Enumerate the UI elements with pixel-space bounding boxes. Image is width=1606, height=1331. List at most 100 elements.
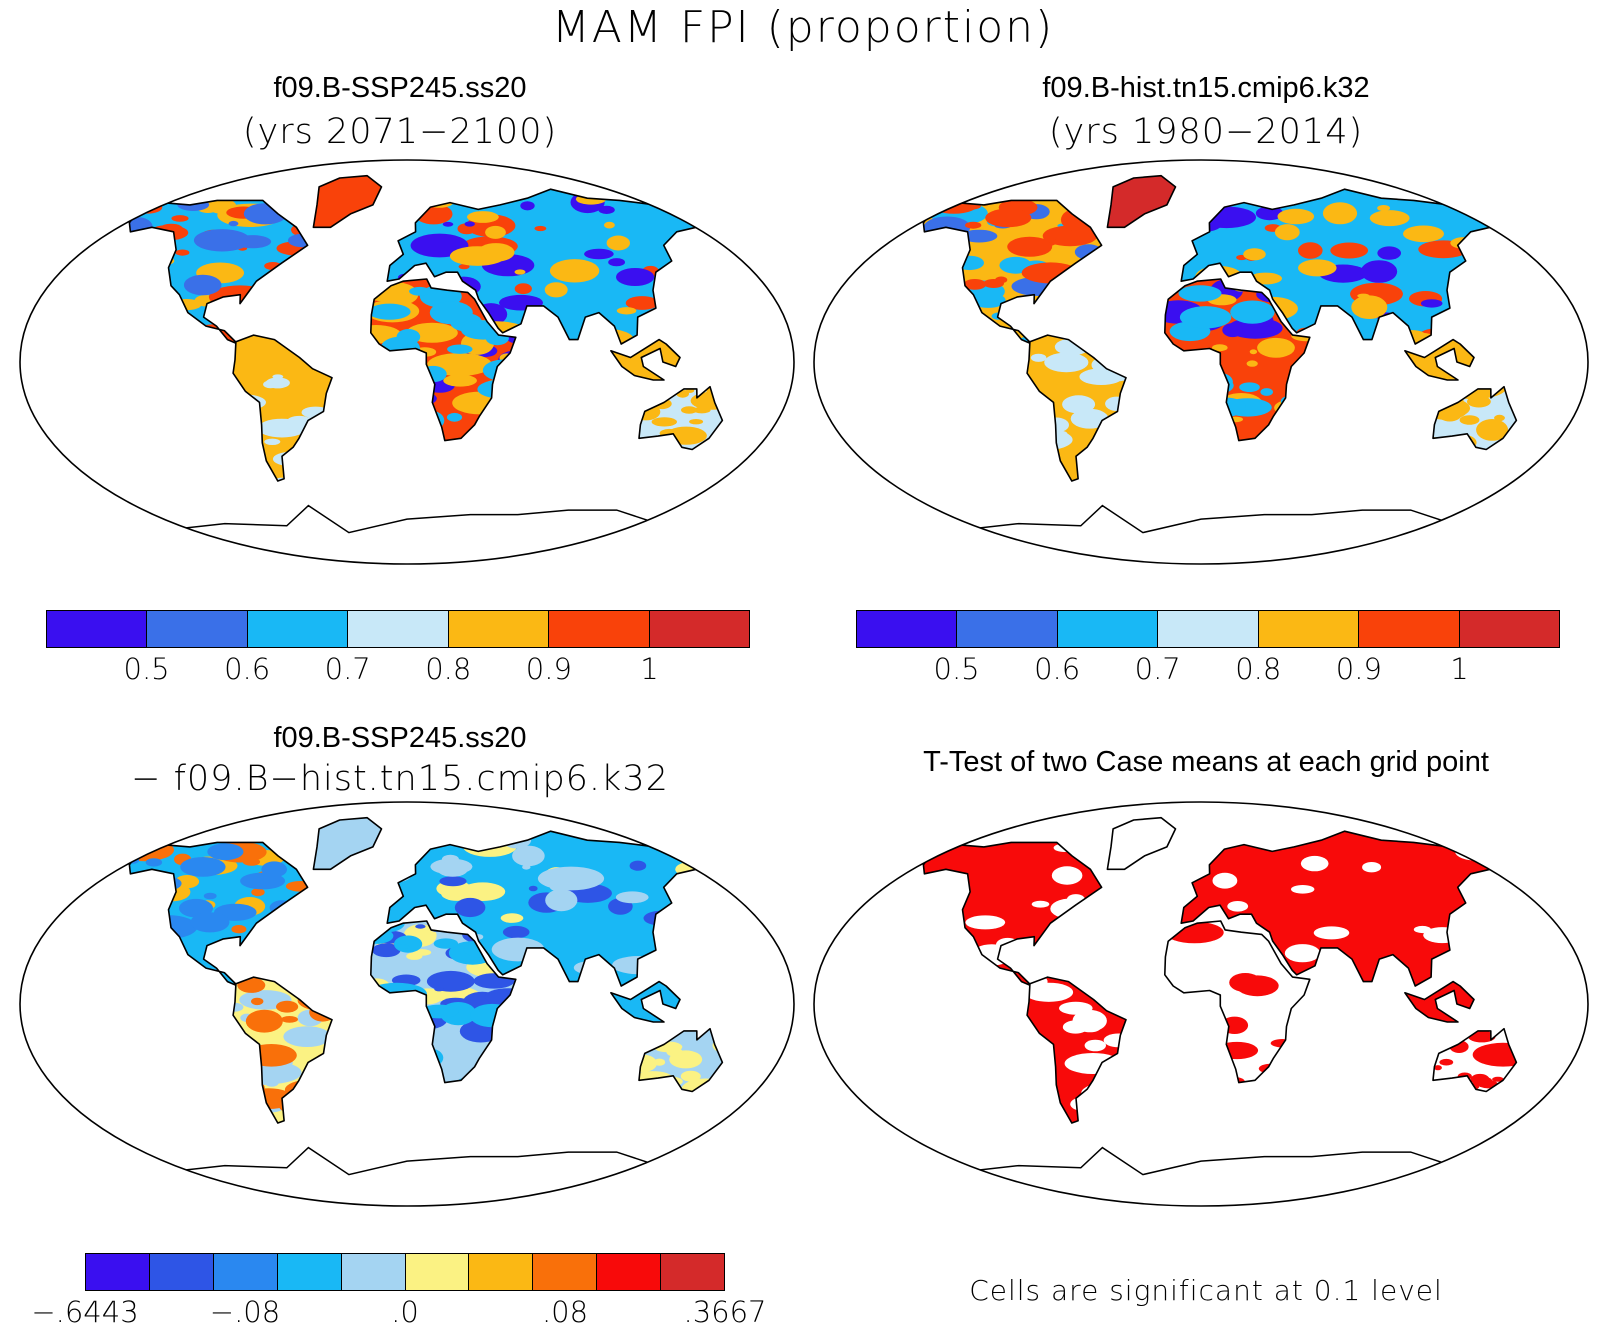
- colorbar-swatch: [1057, 611, 1159, 647]
- field-patch: [264, 438, 281, 445]
- field-patch: [651, 417, 677, 427]
- field-patch: [370, 303, 411, 320]
- colorbar-swatch: [341, 1254, 406, 1290]
- map-border: [813, 159, 1589, 565]
- field-patch: [276, 1000, 299, 1013]
- field-patch: [1178, 285, 1222, 302]
- region-greenland: [313, 817, 382, 870]
- colorbar-swatch: [597, 1254, 662, 1290]
- colorbar-swatches: [46, 610, 750, 648]
- coastline: [610, 980, 681, 1023]
- colorbar-tick-label: 1: [1450, 652, 1469, 686]
- coastline: [1106, 174, 1177, 229]
- coastline: [312, 174, 383, 229]
- field-patch: [429, 301, 473, 325]
- field-patch: [145, 858, 163, 867]
- field-patch: [689, 419, 704, 425]
- field-patch: [1351, 295, 1388, 319]
- coastline: [1404, 980, 1475, 1023]
- field-patch: [1079, 1062, 1096, 1070]
- colorbar-swatch: [649, 611, 749, 647]
- field-patch: [1433, 1065, 1442, 1071]
- coastline: [638, 385, 724, 451]
- field-patch: [426, 970, 475, 992]
- field-patch: [1284, 944, 1321, 963]
- field-patch: [370, 325, 401, 344]
- antarctica-coastline: [122, 504, 687, 534]
- field-patch: [261, 861, 287, 878]
- colorbar-bottom-left: −.6443 −.08 .0 .08 .3667: [31, 1253, 767, 1331]
- map-border: [19, 159, 795, 565]
- colorbar-swatch: [1258, 611, 1360, 647]
- field-patch: [287, 415, 312, 426]
- colorbar-swatch: [405, 1254, 470, 1290]
- coastline: [922, 199, 1103, 345]
- field-patch: [372, 943, 401, 958]
- field-patch: [1249, 349, 1258, 355]
- field-patch: [1362, 862, 1382, 873]
- colorbar-tick-label: 0.7: [1134, 652, 1181, 686]
- region-fill: [610, 339, 680, 380]
- significance-note: Cells are significant at 0.1 level: [969, 1274, 1443, 1307]
- antarctica-coastline: [916, 1146, 1481, 1176]
- field-patch: [1239, 382, 1260, 392]
- field-patch: [629, 860, 647, 871]
- region-fill: [233, 335, 332, 481]
- field-patch: [441, 854, 459, 864]
- antarctica-coastline: [122, 1146, 687, 1176]
- field-patch: [528, 885, 538, 892]
- field-patch: [1322, 202, 1358, 225]
- coastline: [1432, 385, 1518, 451]
- field-patch: [446, 412, 463, 422]
- field-patch: [616, 268, 655, 286]
- field-patch: [437, 863, 468, 877]
- field-patch: [1277, 208, 1315, 225]
- field-patch: [207, 843, 244, 861]
- field-patch: [699, 396, 713, 401]
- colorbar-tick-label: 0.6: [224, 652, 271, 686]
- antarctica-coastline: [916, 504, 1481, 534]
- field-patch: [447, 344, 473, 354]
- field-patch: [171, 215, 189, 222]
- field-patch: [690, 391, 723, 410]
- region-fill: [1107, 175, 1176, 228]
- colorbar-swatch: [549, 611, 650, 647]
- panel-top-left-title: f09.B-SSP245.ss20: [273, 72, 527, 104]
- field-patch: [1257, 337, 1295, 358]
- region-fill: [1181, 831, 1491, 986]
- field-patch: [237, 977, 266, 993]
- field-patch: [1257, 326, 1275, 334]
- field-patch: [1472, 1042, 1517, 1067]
- field-patch: [965, 221, 982, 229]
- field-patch: [512, 845, 545, 867]
- field-patch: [396, 944, 410, 950]
- field-patch: [485, 225, 506, 239]
- region-fill: [1107, 817, 1176, 870]
- colorbar-swatch: [448, 611, 550, 647]
- field-patch: [464, 221, 475, 227]
- field-patch: [1260, 388, 1273, 396]
- coastline: [1164, 920, 1311, 1084]
- colorbar-swatch: [348, 611, 449, 647]
- coastline: [386, 188, 697, 345]
- colorbar-tick-label: 0.5: [933, 652, 980, 686]
- coastline: [232, 976, 333, 1124]
- field-patch: [520, 201, 535, 211]
- field-patch: [1007, 236, 1053, 257]
- field-patch: [406, 952, 423, 960]
- field-patch: [283, 1026, 331, 1047]
- region-se-asia: [610, 339, 680, 380]
- field-patch: [1455, 843, 1491, 861]
- field-patch: [1492, 1076, 1504, 1082]
- field-patch: [1027, 982, 1074, 1002]
- field-patch: [1070, 408, 1109, 429]
- colorbar-labels: 0.5 0.6 0.7 0.8 0.9 1: [856, 652, 1560, 688]
- region-fill: [610, 981, 680, 1022]
- field-patch: [1179, 306, 1232, 329]
- colorbar-tick-label: 0.6: [1034, 652, 1081, 686]
- region-se-asia: [610, 981, 680, 1022]
- colorbar-swatch: [277, 1254, 342, 1290]
- field-patch: [1222, 323, 1243, 338]
- field-patch: [522, 864, 531, 870]
- field-patch: [1243, 248, 1266, 261]
